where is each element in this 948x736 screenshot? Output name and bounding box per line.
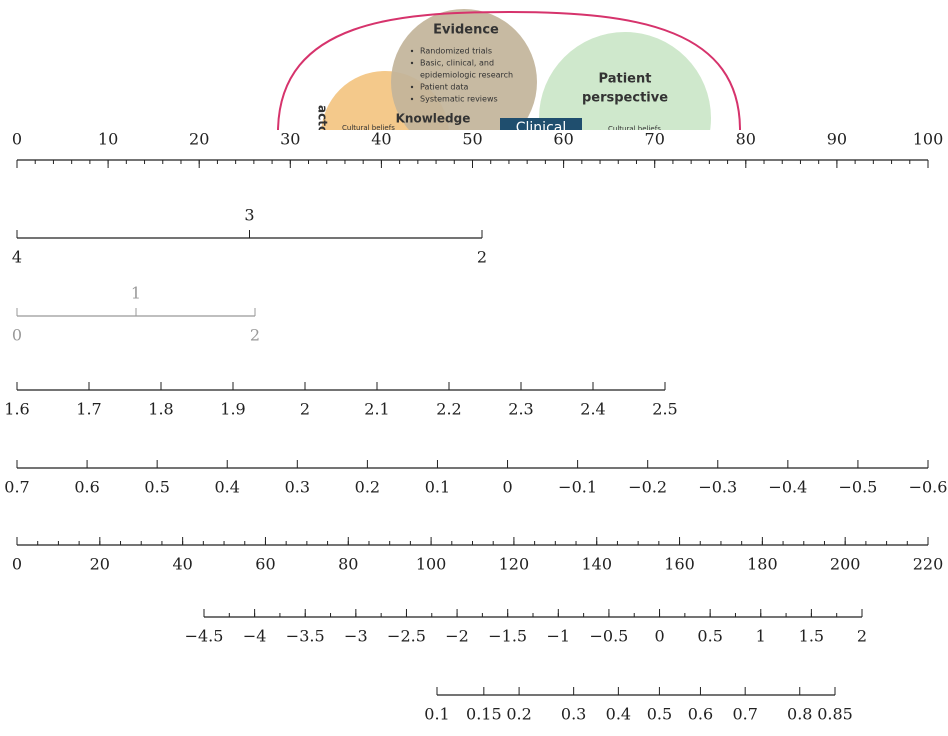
- tick-label: 1: [131, 284, 141, 303]
- tick-label: −0.6: [909, 478, 948, 497]
- tick-label: 0.5: [647, 705, 672, 724]
- evidence-item: Basic, clinical, and: [420, 59, 494, 68]
- evidence-item: Randomized trials: [420, 47, 492, 56]
- tick-label: 0.4: [606, 705, 631, 724]
- tick-label: 200: [830, 555, 861, 574]
- tick-label: 1.8: [148, 400, 173, 419]
- tick-label: −2.5: [387, 627, 426, 646]
- tick-label: 40: [172, 555, 192, 574]
- evidence-item: epidemiologic research: [420, 71, 513, 80]
- tick-label: 100: [416, 555, 447, 574]
- patient-title: Patient: [599, 72, 652, 87]
- tick-label: 0.1: [424, 705, 449, 724]
- tick-label: 40: [371, 130, 391, 149]
- tick-label: 30: [280, 130, 300, 149]
- tick-label: 0.4: [215, 478, 240, 497]
- tick-label: −0.5: [838, 478, 877, 497]
- tick-label: 220: [913, 555, 944, 574]
- tick-label: 60: [255, 555, 275, 574]
- tick-label: 0: [654, 627, 664, 646]
- tick-label: 0.2: [355, 478, 380, 497]
- tick-label: 0.8: [787, 705, 812, 724]
- tick-label: 4: [12, 248, 22, 267]
- evidence-item: Systematic reviews: [420, 95, 498, 104]
- knowledge-title: Knowledge: [396, 112, 471, 126]
- tick-label: 2.3: [508, 400, 533, 419]
- tick-label: 0.7: [732, 705, 757, 724]
- tick-label: 2.1: [364, 400, 389, 419]
- tick-label: −2: [445, 627, 469, 646]
- tick-label: 2.4: [580, 400, 605, 419]
- tick-label: 10: [98, 130, 118, 149]
- patient-title: perspective: [582, 91, 668, 106]
- tick-label: 2: [300, 400, 310, 419]
- tick-label: −3: [344, 627, 368, 646]
- tick-label: 0.5: [144, 478, 169, 497]
- tick-label: 140: [581, 555, 612, 574]
- overlapping-figure: Clinical Evidence Randomized trialsBasic…: [278, 9, 740, 204]
- evidence-title: Evidence: [433, 23, 499, 38]
- tick-label: 1.6: [4, 400, 29, 419]
- tick-label: 2.2: [436, 400, 461, 419]
- tick-label: −4: [243, 627, 267, 646]
- tick-label: 100: [913, 130, 944, 149]
- tick-label: 160: [664, 555, 695, 574]
- tick-label: 0: [12, 130, 22, 149]
- tick-label: −1.5: [488, 627, 527, 646]
- tick-label: 2.5: [652, 400, 677, 419]
- tick-label: 1: [756, 627, 766, 646]
- tick-label: 3: [244, 206, 254, 225]
- tick-label: −4.5: [185, 627, 224, 646]
- tick-label: 70: [645, 130, 665, 149]
- tick-label: 0.85: [817, 705, 853, 724]
- tick-label: −0.1: [558, 478, 597, 497]
- tick-label: 2: [857, 627, 867, 646]
- nomogram: Clinical Evidence Randomized trialsBasic…: [0, 0, 948, 736]
- tick-label: −0.3: [698, 478, 737, 497]
- tick-label: 50: [462, 130, 482, 149]
- tick-label: 0: [12, 555, 22, 574]
- tick-label: 0.5: [697, 627, 722, 646]
- tick-label: 0.3: [561, 705, 586, 724]
- tick-label: 0.6: [74, 478, 99, 497]
- tick-label: 180: [747, 555, 778, 574]
- tick-label: 0: [502, 478, 512, 497]
- tick-label: 80: [338, 555, 358, 574]
- bullet: [411, 86, 413, 88]
- tick-label: 2: [477, 248, 487, 267]
- bullet: [411, 50, 413, 52]
- tick-label: 0: [12, 326, 22, 345]
- tick-label: 1.7: [76, 400, 101, 419]
- tick-label: 60: [553, 130, 573, 149]
- factors-label: actors: [316, 105, 330, 147]
- tick-label: −3.5: [286, 627, 325, 646]
- tick-label: 0.3: [285, 478, 310, 497]
- tick-label: 90: [827, 130, 847, 149]
- tick-label: 0.2: [506, 705, 531, 724]
- tick-label: 120: [499, 555, 530, 574]
- tick-label: 2: [250, 326, 260, 345]
- tick-label: 0.1: [425, 478, 450, 497]
- tick-label: −0.4: [768, 478, 807, 497]
- tick-label: 1.5: [799, 627, 824, 646]
- tick-label: 20: [90, 555, 110, 574]
- tick-label: 0.7: [4, 478, 29, 497]
- tick-label: −1: [547, 627, 571, 646]
- bullet: [411, 98, 413, 100]
- tick-label: −0.5: [589, 627, 628, 646]
- tick-label: 0.6: [688, 705, 713, 724]
- tick-label: 1.9: [220, 400, 245, 419]
- tick-label: −0.2: [628, 478, 667, 497]
- evidence-item: Patient data: [420, 83, 469, 92]
- tick-label: 0.15: [466, 705, 502, 724]
- tick-label: 20: [189, 130, 209, 149]
- bullet: [411, 62, 413, 64]
- tick-label: 80: [736, 130, 756, 149]
